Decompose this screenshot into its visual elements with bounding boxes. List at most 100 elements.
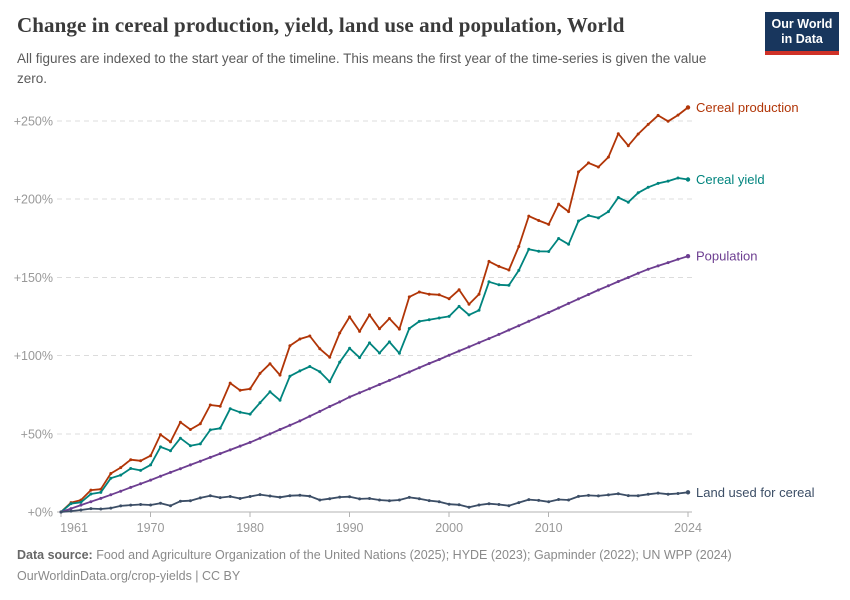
series-point-cereal-production (656, 113, 660, 117)
series-point-cereal-production (288, 344, 292, 348)
series-point-cereal-yield (626, 200, 630, 204)
x-axis-tick-label: 1961 (60, 521, 88, 535)
series-point-population (387, 378, 391, 382)
series-point-population (636, 271, 640, 275)
series-point-cereal-production (149, 454, 153, 458)
owid-logo[interactable]: Our World in Data (765, 12, 839, 55)
series-point-land-used-for-cereal (507, 504, 511, 508)
series-point-population (378, 383, 381, 386)
series-point-cereal-production (387, 317, 391, 320)
series-point-cereal-production (348, 315, 352, 319)
series-point-cereal-production (129, 458, 133, 462)
series-point-land-used-for-cereal (397, 498, 401, 502)
series-point-cereal-production (318, 347, 322, 351)
series-point-population (587, 293, 590, 296)
series-line-cereal-yield[interactable] (60, 177, 689, 513)
series-point-cereal-production (427, 292, 431, 296)
series-point-population (119, 489, 123, 493)
series-point-population (557, 306, 561, 310)
y-axis-tick-label: +0% (28, 506, 53, 520)
y-axis-tick-label: +150% (14, 271, 53, 285)
series-line-population[interactable] (60, 255, 689, 513)
series-point-land-used-for-cereal (288, 494, 292, 498)
series-point-cereal-production (218, 404, 222, 408)
series-point-land-used-for-cereal (348, 495, 352, 499)
series-point-cereal-yield (547, 250, 551, 253)
series-point-cereal-yield (447, 314, 451, 318)
series-point-land-used-for-cereal (407, 495, 411, 499)
series-point-land-used-for-cereal (178, 499, 182, 503)
series-point-cereal-yield (417, 319, 421, 323)
series-point-population (129, 485, 133, 489)
series-end-label-cereal-yield[interactable]: Cereal yield (696, 172, 765, 187)
series-point-cereal-yield (467, 313, 471, 317)
series-point-cereal-production (89, 488, 93, 492)
series-point-land-used-for-cereal (89, 507, 93, 511)
series-point-population (139, 482, 143, 486)
y-axis-tick-label: +250% (14, 114, 53, 128)
series-point-land-used-for-cereal (685, 490, 691, 495)
y-axis-tick-label: +50% (21, 427, 53, 441)
series-point-cereal-production (208, 403, 212, 407)
series-point-cereal-production (198, 422, 202, 426)
series-point-land-used-for-cereal (139, 503, 143, 506)
series-point-cereal-production (577, 170, 580, 174)
series-point-population (447, 353, 451, 357)
series-point-cereal-production (139, 459, 143, 463)
footer-note-link[interactable]: OurWorldinData.org/crop-yields | CC BY (17, 569, 241, 583)
series-point-cereal-production (477, 292, 481, 296)
series-point-cereal-production (338, 331, 342, 335)
series-point-land-used-for-cereal (666, 492, 670, 496)
series-point-cereal-production (268, 362, 272, 366)
series-end-label-population[interactable]: Population (696, 249, 757, 264)
series-end-label-land-used-for-cereal[interactable]: Land used for cereal (696, 485, 815, 500)
series-point-population (238, 444, 242, 448)
series-point-land-used-for-cereal (368, 497, 371, 500)
series-point-cereal-production (626, 144, 630, 148)
data-source-text: Food and Agriculture Organization of the… (92, 548, 732, 562)
series-point-cereal-yield (437, 316, 441, 320)
chart-footer: Data source: Food and Agriculture Organi… (17, 545, 732, 587)
series-point-land-used-for-cereal (99, 507, 103, 511)
series-point-cereal-yield (119, 473, 123, 477)
series-point-land-used-for-cereal (487, 502, 491, 506)
series-point-land-used-for-cereal (159, 501, 162, 505)
series-point-cereal-yield (288, 374, 292, 378)
owid-logo-text-line1: Our World (771, 17, 833, 31)
series-point-cereal-yield (477, 308, 481, 312)
series-point-land-used-for-cereal (646, 492, 650, 496)
series-point-land-used-for-cereal (547, 500, 551, 504)
series-point-cereal-production (447, 297, 451, 301)
owid-logo-stripe (765, 51, 839, 55)
series-point-land-used-for-cereal (457, 503, 461, 507)
series-point-cereal-yield (685, 177, 691, 182)
series-point-cereal-yield (487, 280, 491, 284)
series-point-cereal-yield (258, 401, 262, 405)
series-point-land-used-for-cereal (59, 510, 63, 514)
series-point-population (198, 459, 202, 463)
series-point-land-used-for-cereal (228, 495, 232, 498)
series-point-land-used-for-cereal (378, 498, 381, 502)
series-point-cereal-production (547, 222, 551, 226)
series-point-cereal-yield (139, 468, 143, 472)
series-point-cereal-yield (457, 304, 461, 308)
series-point-cereal-yield (368, 341, 371, 345)
series-point-cereal-production (557, 202, 561, 206)
series-point-population (318, 409, 322, 413)
series-point-cereal-yield (656, 181, 660, 185)
series-point-population (298, 419, 302, 423)
series-point-cereal-production (596, 165, 600, 169)
series-point-cereal-yield (358, 356, 362, 360)
series-point-cereal-production (685, 105, 691, 110)
series-line-cereal-production[interactable] (60, 106, 689, 513)
series-point-cereal-production (328, 355, 332, 359)
series-point-cereal-yield (577, 219, 580, 223)
series-point-population (676, 257, 680, 261)
series-point-cereal-yield (587, 214, 590, 217)
series-point-land-used-for-cereal (298, 493, 302, 497)
series-line-land-used-for-cereal[interactable] (60, 491, 689, 513)
series-point-population (169, 470, 172, 474)
series-point-population (477, 341, 481, 345)
series-end-label-cereal-production[interactable]: Cereal production (696, 100, 799, 115)
